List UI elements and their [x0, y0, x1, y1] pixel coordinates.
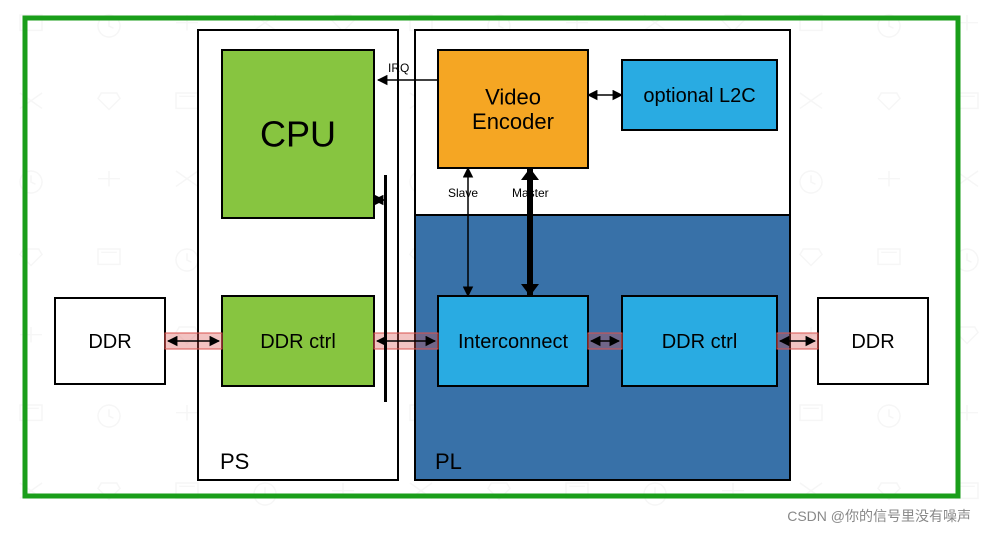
diagram-canvas: DDR CPU DDR ctrl VideoEncoder optional L2C In…: [0, 0, 983, 532]
ps-bus-bar: [384, 175, 387, 402]
block-label-ddr_ctrl_ps: DDR ctrl: [260, 331, 336, 353]
label-slave: Slave: [448, 186, 478, 200]
block-label-ddr_left: DDR: [88, 331, 131, 353]
block-label-cpu: CPU: [260, 114, 336, 155]
block-label-video_enc: Video: [485, 85, 541, 110]
label-ps: PS: [220, 449, 249, 474]
block-label-interconnect: Interconnect: [458, 331, 569, 353]
diagram-svg: DDR CPU DDR ctrl VideoEncoder optional L2C In…: [0, 0, 983, 532]
block-label-video_enc: Encoder: [472, 109, 554, 134]
label-pl: PL: [435, 449, 462, 474]
block-label-ddr_ctrl_pl: DDR ctrl: [662, 331, 738, 353]
block-label-ddr_right: DDR: [851, 331, 894, 353]
block-label-l2c: optional L2C: [643, 85, 755, 107]
label-irq: IRQ: [388, 61, 409, 75]
footer-watermark: CSDN @你的信号里没有噪声: [787, 506, 971, 526]
